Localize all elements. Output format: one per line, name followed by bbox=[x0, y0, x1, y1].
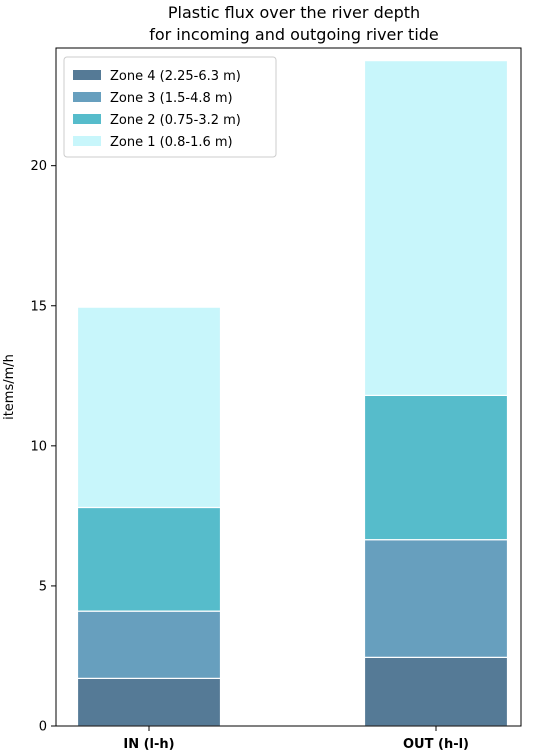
y-tick-label: 0 bbox=[39, 720, 47, 735]
x-tick-label: OUT (h-l) bbox=[403, 737, 469, 752]
legend-label: Zone 3 (1.5-4.8 m) bbox=[110, 91, 233, 106]
y-tick-label: 20 bbox=[30, 159, 47, 174]
bar-segment bbox=[363, 539, 509, 658]
legend-box bbox=[63, 56, 277, 158]
bar-segment bbox=[363, 60, 509, 397]
legend-swatch bbox=[73, 136, 101, 146]
y-tick-label: 5 bbox=[39, 579, 47, 594]
y-axis: 0 5 10 15 20 bbox=[30, 159, 56, 735]
y-axis-label: items/m/h bbox=[2, 354, 17, 420]
bar-segment bbox=[76, 610, 222, 679]
legend-label: Zone 4 (2.25-6.3 m) bbox=[110, 69, 241, 84]
y-tick-label: 10 bbox=[30, 439, 47, 454]
legend: Zone 4 (2.25-6.3 m) Zone 3 (1.5-4.8 m) Zon… bbox=[63, 56, 277, 158]
legend-swatch bbox=[73, 114, 101, 124]
bar-segment bbox=[363, 656, 509, 727]
legend-swatch bbox=[73, 70, 101, 80]
plot-frame bbox=[55, 47, 522, 727]
bar-segment bbox=[76, 677, 222, 727]
bar-segment bbox=[363, 394, 509, 541]
chart-title: Plastic flux over the river depth for in… bbox=[149, 3, 439, 44]
chart-title-line-2: for incoming and outgoing river tide bbox=[149, 25, 439, 44]
x-tick-label: IN (l-h) bbox=[123, 737, 174, 752]
bar-segment bbox=[76, 306, 222, 509]
x-axis: IN (l-h) OUT (h-l) bbox=[123, 726, 469, 752]
y-tick-label: 15 bbox=[30, 299, 47, 314]
legend-label: Zone 2 (0.75-3.2 m) bbox=[110, 113, 241, 128]
legend-swatch bbox=[73, 92, 101, 102]
legend-label: Zone 1 (0.8-1.6 m) bbox=[110, 135, 233, 150]
bar-segment bbox=[76, 506, 222, 612]
chart-title-line-1: Plastic flux over the river depth bbox=[168, 3, 420, 22]
bars-group bbox=[76, 60, 509, 727]
